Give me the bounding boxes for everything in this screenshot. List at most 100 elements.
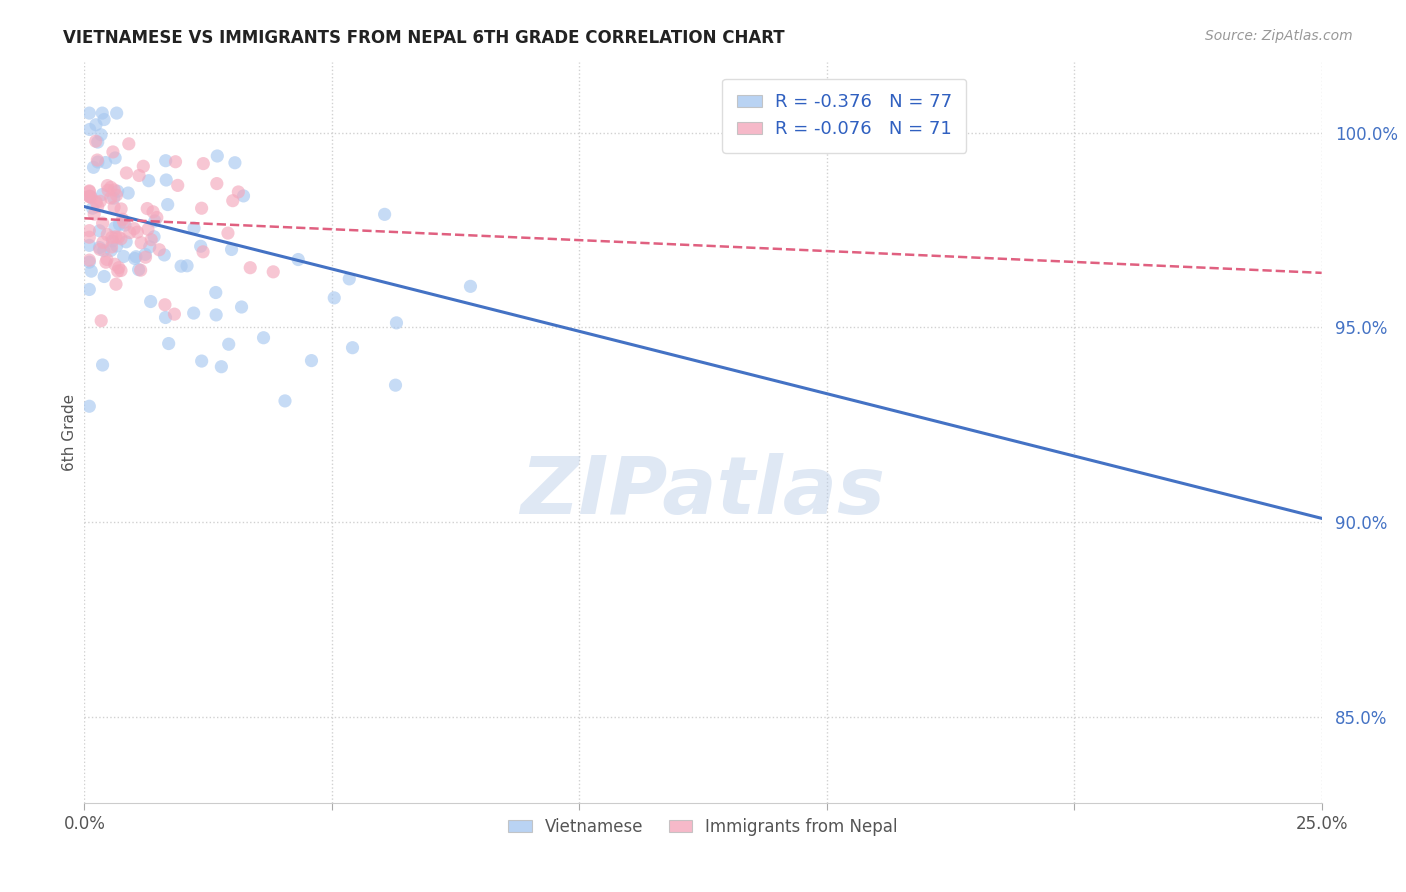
Point — [79, 189, 101, 203]
Point — [204, 285, 226, 300]
Point — [111, 212, 134, 227]
Y-axis label: 6th Grade: 6th Grade — [62, 394, 77, 471]
Point — [79, 224, 101, 238]
Point — [117, 186, 139, 200]
Point — [103, 200, 125, 214]
Point — [153, 248, 176, 262]
Point — [91, 106, 114, 120]
Point — [80, 264, 103, 278]
Point — [141, 233, 163, 247]
Point — [337, 272, 360, 286]
Point — [100, 244, 122, 258]
Point — [79, 230, 101, 244]
Text: Source: ZipAtlas.com: Source: ZipAtlas.com — [1205, 29, 1353, 43]
Point — [79, 106, 101, 120]
Point — [146, 211, 169, 225]
Point — [218, 337, 240, 351]
Point — [170, 259, 193, 273]
Point — [114, 218, 136, 232]
Point — [91, 235, 114, 250]
Point — [107, 230, 129, 244]
Point — [89, 224, 111, 238]
Point — [115, 235, 138, 249]
Point — [136, 202, 159, 216]
Point — [96, 252, 118, 267]
Point — [79, 399, 101, 413]
Point — [129, 235, 152, 250]
Point — [136, 222, 159, 236]
Point — [83, 207, 105, 221]
Point — [129, 263, 152, 277]
Point — [166, 178, 188, 193]
Point — [79, 184, 101, 198]
Point — [228, 185, 250, 199]
Point — [342, 341, 364, 355]
Point — [128, 262, 150, 277]
Point — [91, 358, 114, 372]
Point — [132, 159, 155, 173]
Point — [79, 189, 101, 203]
Point — [384, 378, 406, 392]
Point — [79, 238, 101, 252]
Point — [139, 294, 162, 309]
Point — [79, 185, 101, 199]
Point — [94, 155, 117, 169]
Point — [193, 156, 215, 170]
Point — [139, 240, 162, 254]
Point — [90, 128, 112, 142]
Point — [262, 265, 284, 279]
Point — [103, 183, 125, 197]
Point — [323, 291, 346, 305]
Point — [80, 191, 103, 205]
Point — [91, 216, 114, 230]
Point — [128, 169, 150, 183]
Point — [89, 194, 111, 209]
Point — [82, 201, 104, 215]
Point — [385, 316, 408, 330]
Point — [163, 307, 186, 321]
Point — [83, 161, 105, 175]
Point — [115, 166, 138, 180]
Point — [84, 118, 107, 132]
Point — [190, 201, 212, 215]
Point — [84, 134, 107, 148]
Point — [134, 250, 156, 264]
Point — [107, 260, 129, 275]
Point — [221, 243, 243, 257]
Point — [104, 257, 127, 271]
Point — [101, 234, 124, 248]
Point — [157, 336, 180, 351]
Point — [96, 178, 118, 193]
Point — [93, 244, 115, 258]
Point — [118, 226, 141, 240]
Point — [104, 151, 127, 165]
Point — [110, 263, 132, 277]
Point — [108, 217, 131, 231]
Point — [86, 153, 108, 167]
Point — [165, 154, 187, 169]
Point — [239, 260, 262, 275]
Point — [112, 215, 135, 229]
Point — [209, 359, 232, 374]
Point — [222, 194, 245, 208]
Point — [217, 226, 239, 240]
Point — [112, 250, 135, 264]
Point — [143, 214, 166, 228]
Point — [79, 283, 101, 297]
Point — [94, 255, 117, 269]
Point — [100, 180, 122, 194]
Point — [93, 269, 115, 284]
Point — [107, 184, 129, 198]
Point — [274, 393, 297, 408]
Point — [87, 155, 110, 169]
Point — [101, 145, 124, 159]
Point — [190, 239, 212, 253]
Point — [90, 314, 112, 328]
Point — [190, 354, 212, 368]
Point — [125, 250, 148, 264]
Point — [118, 136, 141, 151]
Point — [374, 207, 396, 221]
Point — [156, 197, 179, 211]
Point — [287, 252, 309, 267]
Point — [183, 306, 205, 320]
